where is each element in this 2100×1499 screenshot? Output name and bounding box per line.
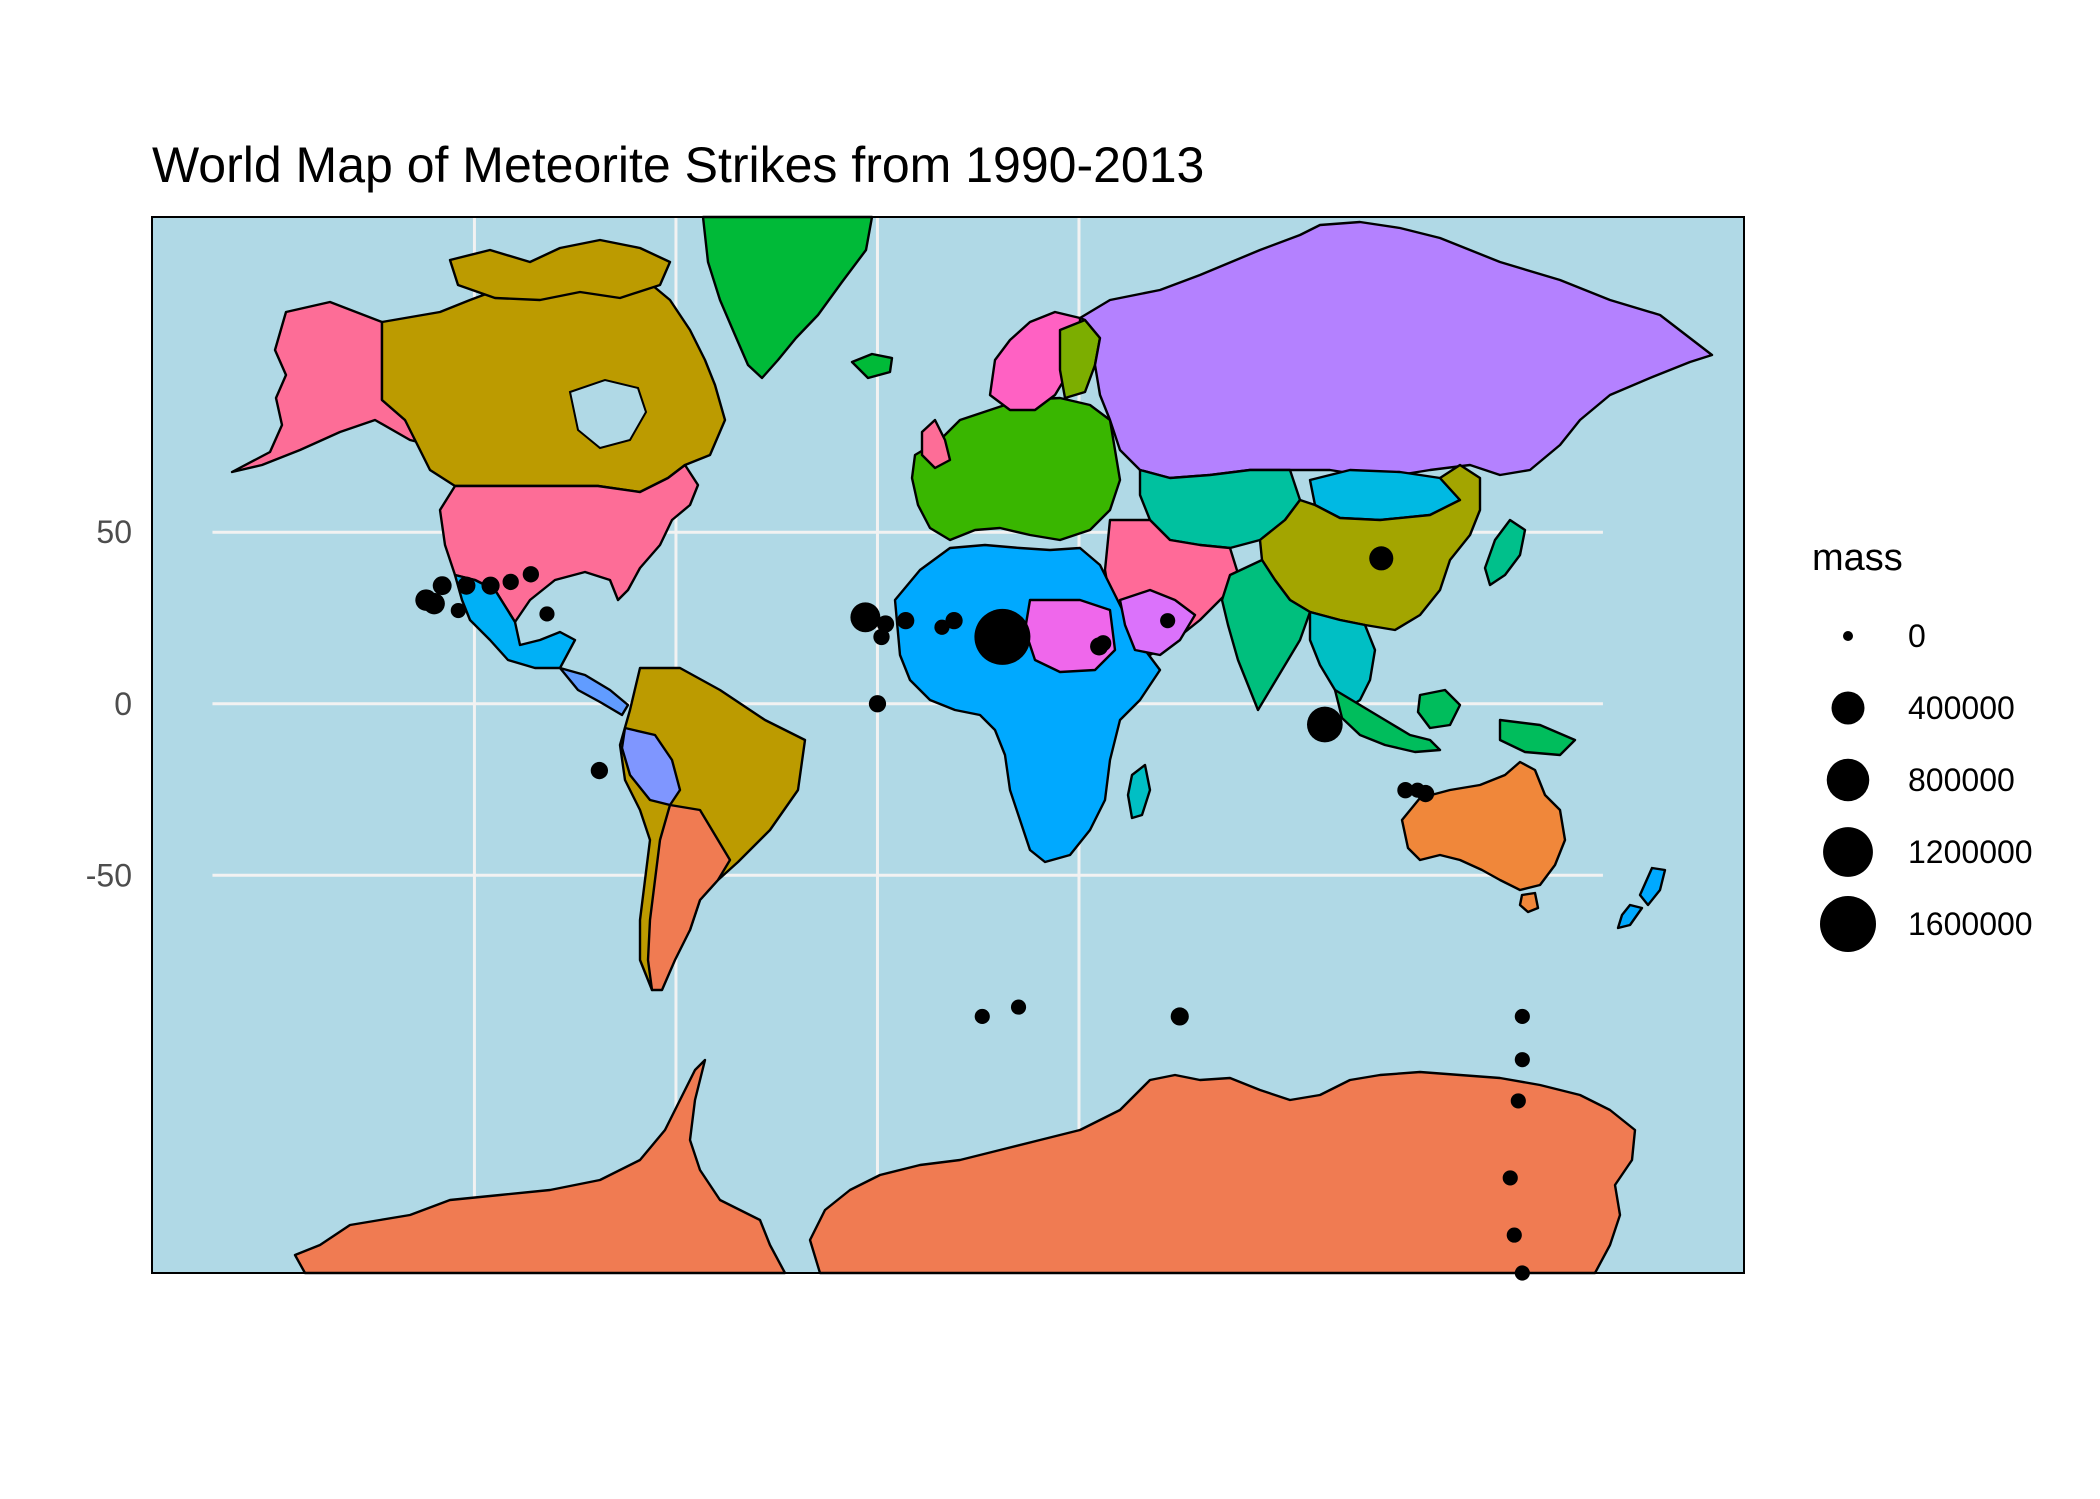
hudson-bay xyxy=(568,378,648,450)
legend-key xyxy=(1823,827,1873,877)
legend-key xyxy=(1826,758,1870,802)
australia xyxy=(1400,760,1567,892)
russia xyxy=(1078,220,1714,480)
canada-arctic-islands xyxy=(448,238,672,302)
meteorite-point xyxy=(873,628,890,646)
meteorite-points xyxy=(415,546,1530,1281)
legend-title: mass xyxy=(1812,537,1903,579)
meteorite-point xyxy=(1416,784,1435,803)
y-tick-label: 50 xyxy=(96,514,132,550)
panel-border xyxy=(151,216,1745,1274)
peru xyxy=(620,726,682,807)
meteorite-point xyxy=(934,619,950,635)
iceland xyxy=(850,352,894,380)
meteorite-point xyxy=(868,695,887,713)
legend-key xyxy=(1820,896,1876,952)
antarctica-main xyxy=(808,1070,1637,1275)
meteorite-point xyxy=(1160,613,1176,629)
meteorite-point xyxy=(590,761,609,780)
central-america xyxy=(558,666,630,717)
legend-label: 1200000 xyxy=(1908,834,2033,870)
meteorite-point xyxy=(974,1008,990,1025)
legend-label: 0 xyxy=(1908,618,1926,654)
landmasses xyxy=(230,215,1714,1275)
meteorite-point xyxy=(522,566,540,583)
meteorite-point xyxy=(974,608,1031,665)
argentina xyxy=(646,803,732,992)
meteorite-point xyxy=(481,576,500,595)
y-tick-label: 0 xyxy=(114,686,132,722)
meteorite-point xyxy=(432,576,452,596)
japan xyxy=(1483,518,1527,587)
legend-label: 400000 xyxy=(1908,690,2015,726)
meteorite-point xyxy=(539,606,555,622)
meteorite-point xyxy=(423,592,445,615)
legend-label: 1600000 xyxy=(1908,906,2033,942)
legend-label: 800000 xyxy=(1908,762,2015,798)
tasmania xyxy=(1518,891,1540,914)
meteorite-point xyxy=(502,573,519,591)
legend-key xyxy=(1843,631,1853,641)
legend-entries: 0 400000 800000 1200000 1600000 xyxy=(1820,618,2033,952)
meteorite-point xyxy=(1397,782,1414,799)
meteorite-point xyxy=(450,602,466,619)
meteorite-point xyxy=(1502,1170,1518,1186)
europe xyxy=(910,396,1122,542)
indonesia xyxy=(1333,688,1442,754)
southeast-asia xyxy=(1308,610,1377,712)
meteorite-point xyxy=(1369,546,1394,571)
meteorite-point xyxy=(1010,999,1027,1015)
meteorite-point xyxy=(1170,1007,1189,1026)
meteorite-point xyxy=(850,602,881,633)
madagascar xyxy=(1126,763,1152,820)
new-guinea xyxy=(1498,718,1577,757)
meteorite-point xyxy=(1514,1008,1530,1025)
legend-key xyxy=(1831,691,1865,725)
uk xyxy=(920,418,952,470)
borneo xyxy=(1416,688,1462,730)
meteorite-point xyxy=(457,576,476,595)
meteorite-point xyxy=(1095,635,1112,652)
meteorite-point xyxy=(945,612,963,630)
antarctica xyxy=(293,1058,787,1275)
chart-title: World Map of Meteorite Strikes from 1990… xyxy=(152,137,1205,193)
y-axis-ticks: 50 0 -50 xyxy=(86,514,132,893)
meteorite-point xyxy=(1506,1227,1522,1243)
india xyxy=(1220,558,1312,712)
arabian-peninsula xyxy=(1118,588,1197,657)
meteorite-point xyxy=(876,615,895,633)
meteorite-point xyxy=(1514,1052,1530,1068)
y-tick-label: -50 xyxy=(86,857,132,893)
mexico xyxy=(453,573,577,670)
new-zealand xyxy=(1616,866,1667,930)
meteorite-point xyxy=(1306,706,1343,743)
legend: mass 0 400000 800000 1200000 1600000 xyxy=(1812,537,2033,952)
meteorite-point xyxy=(897,612,915,630)
greenland xyxy=(701,215,874,380)
meteorite-point xyxy=(1510,1093,1526,1109)
